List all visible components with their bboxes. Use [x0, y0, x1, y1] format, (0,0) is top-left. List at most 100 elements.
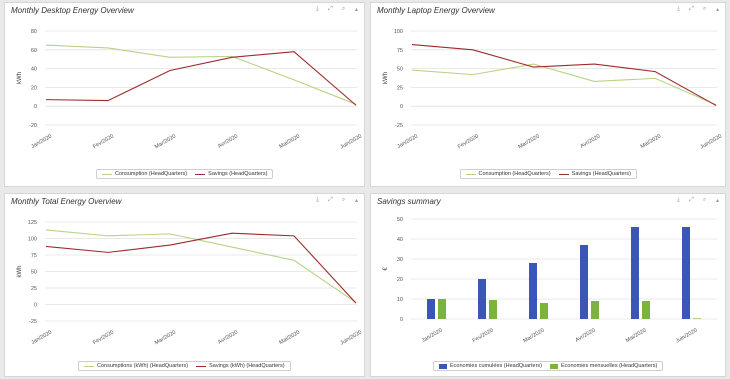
expand-icon[interactable]: ⤢	[689, 197, 694, 203]
zoom-icon[interactable]: ⌕	[341, 6, 346, 12]
bar	[478, 279, 486, 319]
y-tick-label: 0	[400, 317, 403, 323]
expand-icon[interactable]: ⤢	[328, 197, 333, 203]
chart-toolbar: ⤓ ⤢ ⌕ ▴	[675, 6, 721, 13]
download-icon[interactable]: ⤓	[677, 197, 680, 203]
zoom-icon[interactable]: ⌕	[702, 197, 707, 203]
expand-icon[interactable]: ⤢	[689, 6, 694, 12]
series-line	[411, 43, 717, 106]
expand-icon[interactable]: ⤢	[328, 6, 333, 12]
legend-item[interactable]: Savings (HeadQuarters)	[195, 171, 267, 177]
zoom-icon[interactable]: ⌕	[702, 6, 707, 12]
legend-swatch	[558, 173, 569, 175]
y-tick-label: 0	[400, 104, 403, 110]
legend-label: Consumptions (kWh) (HeadQuarters)	[97, 363, 189, 369]
y-tick-label: 50	[31, 270, 37, 276]
legend-label: Savings (HeadQuarters)	[208, 171, 268, 177]
legend-swatch	[196, 365, 207, 367]
panel-savings: Savings summary ⤓ ⤢ ⌕ ▴ 0 10 20 30 40 50 € Jan/…	[370, 193, 726, 377]
bar	[427, 299, 435, 319]
legend-swatch	[439, 363, 447, 369]
chart-legend: Economies cumulées (HeadQuarters) Economi…	[433, 361, 664, 371]
legend-label: Consumption (HeadQuarters)	[115, 171, 188, 177]
collapse-icon[interactable]: ▴	[715, 7, 719, 13]
y-tick-label: 80	[31, 29, 37, 35]
x-tick-label: Fev/2020	[457, 134, 480, 151]
x-tick-label: Juin/2020	[699, 134, 723, 151]
legend-item[interactable]: Consumptions (kWh) (HeadQuarters)	[84, 363, 188, 369]
panel-laptop: Monthly Laptop Energy Overview ⤓ ⤢ ⌕ ▴ -…	[370, 2, 726, 187]
y-tick-label: 30	[397, 257, 403, 263]
legend-label: Savings (HeadQuarters)	[571, 171, 631, 177]
series-line	[45, 232, 357, 304]
legend-swatch	[465, 173, 476, 175]
x-tick-label: Jan/2020	[421, 328, 444, 345]
zoom-icon[interactable]: ⌕	[341, 197, 346, 203]
chart-legend: Consumption (HeadQuarters) Savings (HeadQ…	[459, 169, 637, 179]
collapse-icon[interactable]: ▴	[354, 7, 358, 13]
download-icon[interactable]: ⤓	[316, 197, 319, 203]
legend-swatch	[102, 173, 112, 175]
legend-label: Consumption (HeadQuarters)	[478, 171, 551, 177]
collapse-icon[interactable]: ▴	[715, 198, 719, 204]
series-line	[45, 229, 357, 303]
series-line	[45, 51, 357, 106]
y-tick-label: 20	[31, 85, 37, 91]
y-tick-label: -25	[395, 123, 403, 129]
chart-desktop: -20 0 20 40 60 80 kWh Jan/2020 Fev/2020 Mar/2020 A…	[17, 29, 363, 151]
y-tick-label: 10	[397, 297, 403, 303]
chart-total: -25 0 25 50 75 100 125 kWh Jan/2020 Fev/2020 Mar/2…	[17, 220, 363, 347]
y-axis-label: kWh	[17, 266, 23, 278]
y-tick-label: 100	[28, 237, 37, 243]
x-tick-label: Juin/2020	[675, 328, 699, 345]
legend-item[interactable]: Savings (HeadQuarters)	[558, 171, 631, 177]
legend-label: Economies mensuelles (HeadQuarters)	[561, 363, 658, 369]
y-tick-label: 75	[31, 253, 37, 259]
series-line	[45, 44, 357, 105]
chart-title: Monthly Total Energy Overview	[11, 197, 122, 206]
legend-item[interactable]: Savings (kWh) (HeadQuarters)	[196, 363, 285, 369]
y-tick-label: 40	[31, 67, 37, 73]
y-tick-label: 125	[28, 220, 37, 226]
download-icon[interactable]: ⤓	[677, 6, 680, 12]
x-tick-label: Avr/2020	[575, 328, 597, 344]
bar	[540, 303, 548, 319]
legend-item[interactable]: Economies mensuelles (HeadQuarters)	[550, 363, 657, 369]
bar	[631, 227, 639, 319]
y-tick-label: 25	[31, 286, 37, 292]
legend-item[interactable]: Economies cumulées (HeadQuarters)	[439, 363, 542, 369]
x-tick-label: Fev/2020	[92, 134, 115, 151]
y-tick-label: -20	[29, 123, 37, 129]
legend-item[interactable]: Consumption (HeadQuarters)	[102, 171, 187, 177]
y-axis-label: kWh	[17, 72, 23, 84]
y-tick-label: 0	[34, 104, 37, 110]
y-tick-label: 75	[397, 48, 403, 54]
chart-toolbar: ⤓ ⤢ ⌕ ▴	[314, 197, 360, 204]
bar	[682, 227, 690, 319]
y-tick-label: -25	[29, 319, 37, 325]
panel-total: Monthly Total Energy Overview ⤓ ⤢ ⌕ ▴ -2…	[4, 193, 365, 377]
y-axis-label: €	[383, 267, 389, 271]
legend-swatch	[84, 365, 94, 367]
bar	[489, 300, 497, 319]
x-tick-label: Mai/2020	[625, 328, 648, 345]
x-tick-label: Mar/2020	[522, 328, 545, 345]
x-tick-label: Avr/2020	[217, 330, 239, 346]
y-tick-label: 50	[397, 67, 403, 73]
collapse-icon[interactable]: ▴	[354, 198, 358, 204]
x-tick-label: Fev/2020	[92, 330, 115, 347]
x-tick-label: Mai/2020	[278, 134, 301, 151]
bar	[529, 263, 537, 319]
x-tick-label: Jan/2020	[30, 330, 53, 347]
y-tick-label: 40	[397, 237, 403, 243]
y-tick-label: 50	[397, 217, 403, 223]
chart-savings: 0 10 20 30 40 50 € Jan/2020 Fev/2020 Mar/2020 Avr/…	[383, 217, 717, 345]
panel-desktop: Monthly Desktop Energy Overview ⤓ ⤢ ⌕ ▴ …	[4, 2, 365, 187]
bar	[580, 245, 588, 319]
chart-legend: Consumption (HeadQuarters) Savings (HeadQ…	[96, 169, 274, 179]
legend-swatch	[550, 363, 559, 369]
legend-item[interactable]: Consumption (HeadQuarters)	[465, 171, 551, 177]
x-tick-label: Juin/2020	[339, 134, 363, 151]
download-icon[interactable]: ⤓	[316, 6, 319, 12]
chart-title: Monthly Laptop Energy Overview	[377, 6, 495, 15]
